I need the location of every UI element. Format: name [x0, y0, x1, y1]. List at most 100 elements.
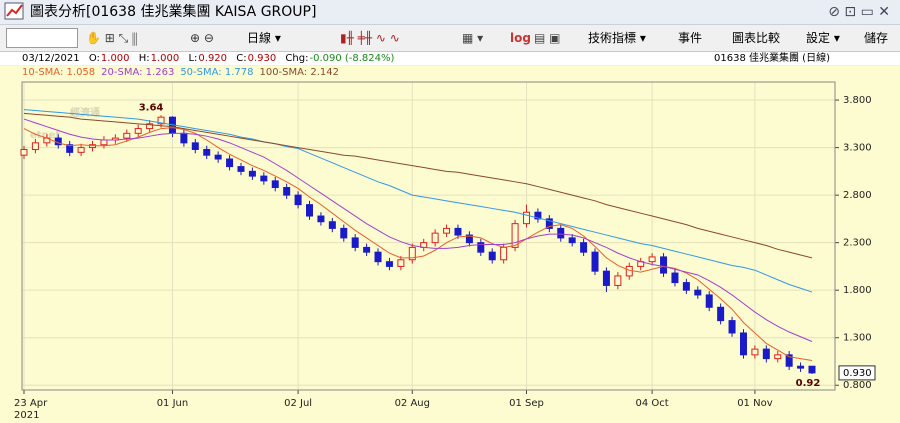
y-tick-label: 2.300 — [843, 238, 872, 249]
info-label: C: — [236, 53, 247, 64]
candle-body — [328, 221, 336, 229]
candle-body — [77, 147, 85, 153]
grid-button[interactable]: ▦ ▾ — [462, 31, 484, 45]
x-tick-label: 01 Jun — [157, 398, 189, 409]
candle-body — [226, 158, 234, 168]
candle-body — [522, 211, 530, 225]
chart-type-icons[interactable]: ▮╫ ╪╫ ∿ ∿ — [340, 31, 400, 45]
candle-body — [625, 265, 633, 277]
candle-body — [694, 289, 702, 296]
candle-body — [214, 154, 222, 160]
x-tick-label: 02 Aug — [395, 398, 430, 409]
info-value: 1.000 — [100, 53, 130, 64]
sma-line — [23, 118, 813, 342]
legend: 10-SMA: 1.058 20-SMA: 1.263 50-SMA: 1.778 1… — [0, 66, 900, 79]
candle-body — [785, 354, 793, 367]
candle-body — [477, 242, 485, 253]
info-change: -0.090 (-8.824%) — [309, 53, 395, 64]
candle-body — [500, 246, 508, 261]
candle-body — [545, 218, 553, 229]
info-value: 0.920 — [198, 53, 228, 64]
price-annotation: 3.64 — [139, 102, 164, 113]
candle-body — [31, 142, 39, 150]
indicators-label: 技術指標 — [588, 31, 637, 45]
x-tick-label: 23 Apr — [14, 398, 48, 409]
code-input[interactable]: ▾ — [6, 28, 78, 63]
info-stock: 01638 佳兆業集團 (日線) — [714, 53, 830, 64]
candle-body — [762, 348, 770, 360]
candle-body — [317, 215, 325, 223]
candle-body — [568, 237, 576, 244]
watermark: 經濟通 — [70, 106, 100, 119]
zoom-icons[interactable]: ⊕ ⊖ — [190, 31, 214, 45]
y-tick-label: 1.300 — [843, 333, 872, 344]
indicators-button[interactable]: 技術指標 ▾ — [588, 31, 646, 45]
candle-body — [705, 294, 713, 308]
candle-body — [682, 282, 690, 291]
candle-body — [557, 227, 565, 239]
period-button[interactable]: 日線 ▾ — [247, 31, 281, 45]
y-tick-label: 3.300 — [843, 143, 872, 154]
y-tick-label: 3.800 — [843, 95, 872, 106]
candle-body — [797, 365, 805, 369]
candle-body — [146, 123, 154, 130]
watermark: etnet — [30, 130, 60, 141]
save-button[interactable]: 儲存 — [864, 31, 889, 45]
legend-entry: 20-SMA: 1.263 — [101, 67, 175, 78]
candle-body — [431, 232, 439, 244]
info-label: H: — [138, 53, 150, 64]
legend-entry: 10-SMA: 1.058 — [22, 67, 96, 78]
candle-body — [443, 227, 451, 234]
settings-label: 設定 — [806, 31, 831, 45]
candle-body — [248, 170, 256, 177]
window-controls[interactable]: ⊘ ⊡ ▭ ✕ — [828, 4, 890, 20]
candle-body — [774, 354, 782, 360]
candle-body — [340, 227, 348, 239]
candle-body — [660, 256, 668, 274]
info-label: L: — [188, 53, 198, 64]
candle-body — [580, 242, 588, 253]
x-tick-label: 04 Oct — [636, 398, 669, 409]
candle-body — [134, 128, 142, 134]
candle-body — [374, 251, 382, 263]
candle-body — [614, 275, 622, 286]
candle-body — [397, 259, 405, 267]
candle-body — [591, 251, 599, 272]
info-label: Chg: — [285, 53, 309, 64]
candle-body — [237, 166, 245, 172]
candle-body — [728, 320, 736, 334]
compare-button[interactable]: 圖表比較 — [732, 31, 781, 45]
candle-body — [671, 272, 679, 284]
candle-body — [20, 148, 28, 156]
candle-body — [203, 148, 211, 156]
toolbar: ▾ ✋ ⊞ ⤡ ⫼ ⊕ ⊖ 日線 ▾ ▮╫ ╪╫ ∿ ∿ ▦ ▾ log ▤ ▣… — [0, 25, 900, 63]
settings-button[interactable]: 設定 ▾ — [806, 31, 840, 45]
candle-body — [751, 348, 759, 356]
log-button[interactable]: log — [510, 31, 531, 45]
x-tick-label: 02 Jul — [284, 398, 312, 409]
legend-entry: 100-SMA: 2.142 — [259, 67, 339, 78]
y-tick-label: 0.800 — [843, 380, 872, 391]
x-tick-label: 01 Sep — [509, 398, 544, 409]
events-button[interactable]: 事件 — [678, 31, 703, 45]
candle-body — [488, 251, 496, 261]
candle-body — [408, 246, 416, 261]
candle-body — [260, 175, 268, 182]
window-title: 圖表分析[01638 佳兆業集團 KAISA GROUP] — [30, 4, 317, 20]
layout-icons[interactable]: ▤ ▣ — [534, 31, 561, 45]
period-label: 日線 — [247, 31, 272, 45]
y-tick-label: 1.800 — [843, 285, 872, 296]
candle-body — [717, 306, 725, 322]
candle-body — [385, 261, 393, 267]
info-bar: 03/12/2021 O:1.000 H:1.000 L:0.920 C:0.9… — [0, 52, 900, 65]
candle-body — [180, 132, 188, 144]
x-year-label: 2021 — [14, 410, 39, 421]
last-price-label: 0.930 — [843, 368, 872, 379]
tool-icons[interactable]: ✋ ⊞ ⤡ ⫼ — [86, 31, 138, 45]
candle-body — [648, 256, 656, 263]
sma-line — [23, 112, 813, 259]
info-value: 1.000 — [150, 53, 180, 64]
y-tick-label: 2.800 — [843, 190, 872, 201]
legend-entry: 50-SMA: 1.778 — [180, 67, 254, 78]
